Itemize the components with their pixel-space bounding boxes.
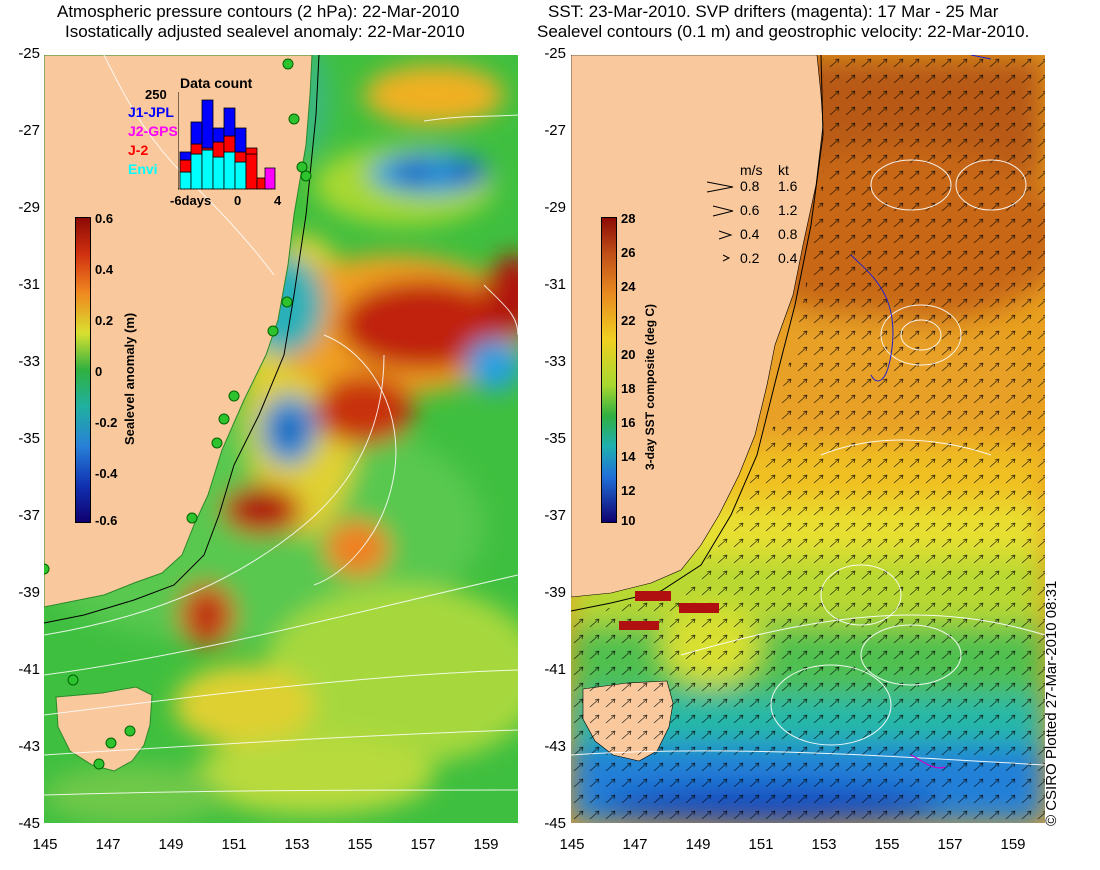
right-title-line2: Sealevel contours (0.1 m) and geostrophi… bbox=[537, 22, 1030, 41]
right-cbar-tick: 16 bbox=[621, 415, 636, 430]
y-tick: -43 bbox=[18, 738, 40, 755]
left-cbar-tick: -0.2 bbox=[95, 415, 118, 430]
y-tick: -27 bbox=[544, 122, 566, 139]
sealevel-anomaly-map bbox=[44, 55, 518, 823]
x-tick: 151 bbox=[748, 836, 774, 853]
land-mainland bbox=[44, 55, 313, 608]
y-tick: -33 bbox=[18, 353, 40, 370]
right-cbar-tick: 26 bbox=[621, 245, 636, 260]
left-cbar-label: Sealevel anomaly (m) bbox=[122, 312, 137, 445]
y-tick: -29 bbox=[544, 199, 566, 216]
y-tick: -31 bbox=[544, 276, 566, 293]
data-count-ymax: 250 bbox=[145, 87, 167, 102]
y-tick: -39 bbox=[544, 584, 566, 601]
right-cbar-tick: 14 bbox=[621, 449, 636, 464]
vel-header-kt: kt bbox=[778, 162, 789, 178]
y-tick: -33 bbox=[544, 353, 566, 370]
mission-envi: Envi bbox=[128, 161, 158, 177]
right-cbar-tick: 12 bbox=[621, 483, 636, 498]
y-tick: -35 bbox=[544, 430, 566, 447]
x-tick: 153 bbox=[284, 836, 310, 853]
x-tick: 159 bbox=[473, 836, 499, 853]
data-count-histogram bbox=[178, 92, 276, 190]
x-tick: 155 bbox=[874, 836, 900, 853]
left-title-line1: Atmospheric pressure contours (2 hPa): 2… bbox=[57, 2, 460, 21]
left-cbar-tick: 0.6 bbox=[95, 211, 114, 226]
vel-row-ms: 0.4 bbox=[740, 226, 760, 242]
y-tick: -37 bbox=[544, 507, 566, 524]
mission-j2-gps: J2-GPS bbox=[128, 123, 178, 139]
y-tick: -39 bbox=[18, 584, 40, 601]
vel-row-kt: 1.6 bbox=[778, 178, 798, 194]
left-cbar-tick: -0.4 bbox=[95, 466, 118, 481]
x-tick: 151 bbox=[221, 836, 247, 853]
right-cbar-tick: 22 bbox=[621, 313, 636, 328]
csiro-credit: © CSIRO Plotted 27-Mar-2010 08:31 bbox=[1043, 580, 1060, 826]
vel-row-ms: 0.6 bbox=[740, 202, 760, 218]
x-tick: 159 bbox=[1000, 836, 1026, 853]
y-tick: -25 bbox=[18, 45, 40, 62]
y-tick: -41 bbox=[18, 661, 40, 678]
x-tick: 157 bbox=[410, 836, 436, 853]
vel-header-ms: m/s bbox=[740, 162, 763, 178]
right-cbar-label: 3-day SST composite (deg C) bbox=[643, 303, 657, 470]
x-tick: 147 bbox=[622, 836, 648, 853]
data-count-xlabel: -6days bbox=[170, 193, 212, 208]
x-tick: 147 bbox=[95, 836, 121, 853]
vel-row-ms: 0.2 bbox=[740, 250, 760, 266]
x-tick: 157 bbox=[937, 836, 963, 853]
left-cbar-tick: 0 bbox=[95, 364, 103, 379]
sealevel-colorbar bbox=[75, 217, 91, 523]
x-tick: 145 bbox=[32, 836, 58, 853]
mission-j1-jpl: J1-JPL bbox=[128, 104, 174, 120]
x-tick: 153 bbox=[811, 836, 837, 853]
x-tick: 145 bbox=[559, 836, 585, 853]
left-cbar-tick: 0.2 bbox=[95, 313, 114, 328]
right-cbar-tick: 18 bbox=[621, 381, 636, 396]
right-cbar-tick: 20 bbox=[621, 347, 636, 362]
left-cbar-tick: -0.6 bbox=[95, 513, 118, 528]
x-tick: 149 bbox=[158, 836, 184, 853]
right-cbar-tick: 28 bbox=[621, 211, 636, 226]
data-count-xlabel: 0 bbox=[234, 193, 242, 208]
y-tick: -45 bbox=[18, 815, 40, 832]
y-tick: -45 bbox=[544, 815, 566, 832]
sst-velocity-map bbox=[571, 55, 1045, 823]
x-tick: 155 bbox=[347, 836, 373, 853]
x-tick: 149 bbox=[685, 836, 711, 853]
left-cbar-tick: 0.4 bbox=[95, 262, 114, 277]
right-title-line1: SST: 23-Mar-2010. SVP drifters (magenta)… bbox=[548, 2, 999, 21]
vel-row-kt: 0.8 bbox=[778, 226, 798, 242]
vel-row-ms: 0.8 bbox=[740, 178, 760, 194]
velocity-arrow-icons bbox=[706, 181, 734, 262]
y-tick: -27 bbox=[18, 122, 40, 139]
left-title-line2: Isostatically adjusted sealevel anomaly:… bbox=[65, 22, 465, 41]
y-tick: -35 bbox=[18, 430, 40, 447]
right-cbar-tick: 24 bbox=[621, 279, 636, 294]
data-count-xlabel: 4 bbox=[274, 193, 282, 208]
y-tick: -37 bbox=[18, 507, 40, 524]
vel-row-kt: 1.2 bbox=[778, 202, 798, 218]
vel-row-kt: 0.4 bbox=[778, 250, 798, 266]
data-count-title: Data count bbox=[180, 75, 253, 91]
y-tick: -43 bbox=[544, 738, 566, 755]
y-tick: -29 bbox=[18, 199, 40, 216]
y-tick: -31 bbox=[18, 276, 40, 293]
y-tick: -25 bbox=[544, 45, 566, 62]
y-tick: -41 bbox=[544, 661, 566, 678]
right-cbar-tick: 10 bbox=[621, 513, 636, 528]
mission-j-2: J-2 bbox=[128, 142, 149, 158]
sst-colorbar bbox=[601, 217, 617, 523]
